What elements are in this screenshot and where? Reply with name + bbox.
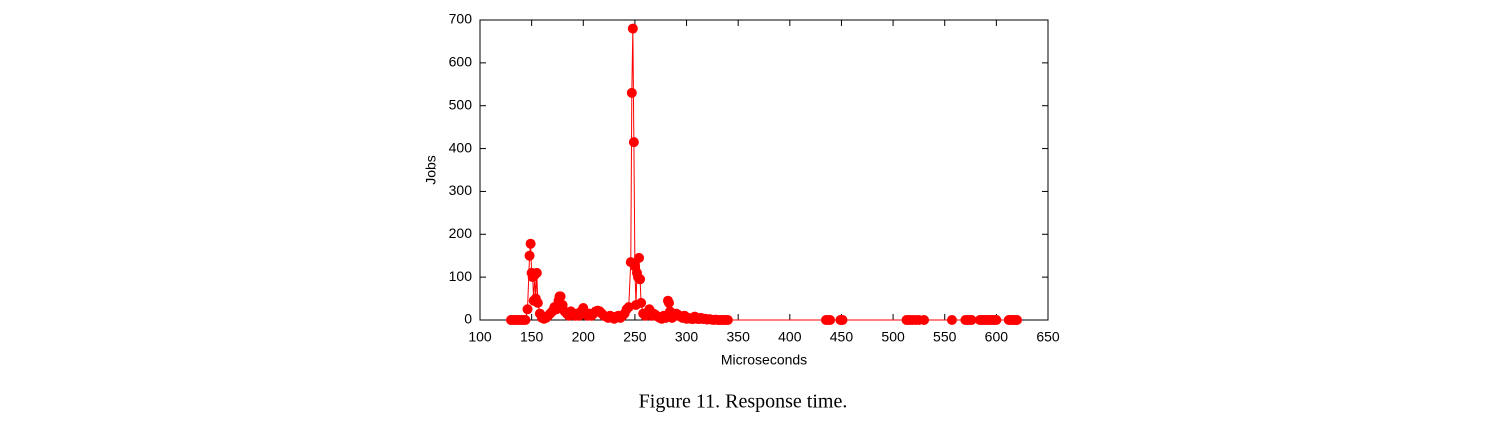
x-tick-label: 100	[468, 329, 492, 345]
plot-frame	[479, 19, 1049, 321]
x-tick-label: 250	[623, 329, 647, 345]
data-point	[663, 297, 674, 308]
data-point	[555, 291, 566, 302]
x-tick-label: 350	[727, 329, 751, 345]
y-tick-label: 0	[464, 311, 472, 327]
x-tick-label: 550	[933, 329, 957, 345]
data-point	[1012, 315, 1023, 325]
y-tick-label: 300	[449, 182, 473, 198]
x-tick-label: 600	[985, 329, 1009, 345]
data-point	[525, 238, 536, 249]
data-point	[531, 267, 542, 278]
data-point	[627, 23, 638, 34]
y-tick-label: 700	[449, 11, 473, 27]
data-point	[919, 315, 930, 325]
y-tick-label: 500	[449, 96, 473, 112]
data-point	[722, 315, 733, 325]
y-axis-label: Jobs	[423, 155, 439, 185]
data-point	[522, 304, 533, 315]
data-point	[635, 274, 646, 285]
x-axis-label: Microseconds	[721, 352, 807, 368]
data-point	[946, 315, 957, 325]
data-point	[626, 87, 637, 98]
data-point	[991, 315, 1002, 325]
x-tick-label: 300	[675, 329, 699, 345]
data-point	[520, 315, 531, 325]
data-point	[636, 297, 647, 308]
y-tick-label: 400	[449, 139, 473, 155]
y-tick-label: 600	[449, 54, 473, 70]
data-point	[634, 252, 645, 263]
data-point	[825, 315, 836, 325]
x-tick-label: 200	[572, 329, 596, 345]
data-point	[628, 137, 639, 148]
x-tick-label: 450	[830, 329, 854, 345]
data-point	[524, 250, 535, 261]
x-tick-label: 150	[520, 329, 544, 345]
data-line	[510, 28, 1018, 321]
x-tick-label: 500	[881, 329, 905, 345]
data-point	[966, 315, 977, 325]
y-tick-label: 100	[449, 268, 473, 284]
x-tick-label: 400	[778, 329, 802, 345]
x-tick-label: 650	[1036, 329, 1060, 345]
data-point	[837, 315, 848, 325]
data-point	[532, 297, 543, 308]
y-tick-label: 200	[449, 225, 473, 241]
caption: Figure 11. Response time.	[639, 391, 848, 413]
